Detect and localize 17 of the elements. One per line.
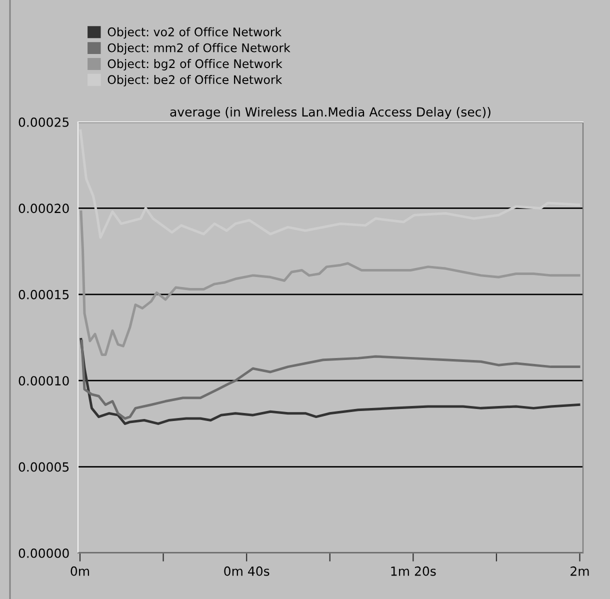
x-tick-label: 1m 20s <box>391 566 436 576</box>
x-tick-label: 0m 40s <box>224 566 270 576</box>
y-tick-label: 0.00025 <box>18 117 69 127</box>
legend-label: Object: be2 of Office Network <box>108 74 282 86</box>
legend-label: Object: vo2 of Office Network <box>108 27 282 39</box>
y-tick-label: 0.00005 <box>18 462 69 472</box>
chart-title: average (in Wireless Lan.Media Access Delay (sec)) <box>170 106 490 120</box>
y-tick-label: 0.00015 <box>18 290 69 300</box>
x-tick-label: 2m <box>570 566 589 576</box>
legend-label: Object: bg2 of Office Network <box>108 59 282 70</box>
x-tick-label: 0m <box>70 566 90 576</box>
line-series <box>80 210 580 356</box>
y-tick-label: 0.00000 <box>18 548 69 558</box>
y-tick-label: 0.00020 <box>18 204 69 214</box>
legend-label: Object: mm2 of Office Network <box>108 43 290 55</box>
line-series <box>79 129 580 239</box>
y-tick-label: 0.00010 <box>18 376 69 386</box>
